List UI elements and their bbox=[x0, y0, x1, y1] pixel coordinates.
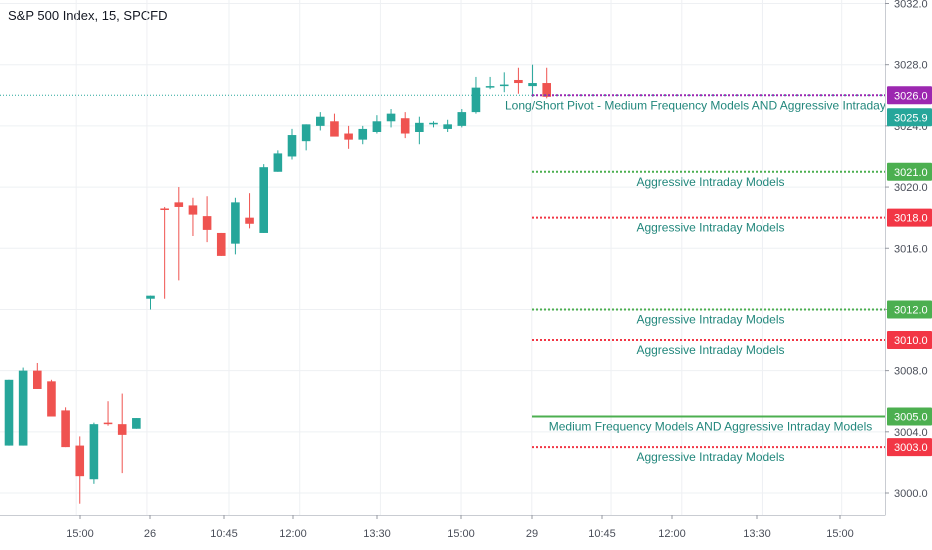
x-tick-label: 15:00 bbox=[447, 528, 475, 540]
level-annotation-3012.0: Aggressive Intraday Models bbox=[636, 312, 784, 326]
y-tick-label: 3032.0 bbox=[894, 0, 928, 11]
price-label-box-3005.0 bbox=[887, 407, 932, 426]
candle-body-5 bbox=[75, 445, 85, 477]
price-label-box-3025.9 bbox=[887, 108, 932, 127]
x-tick-label: 13:30 bbox=[743, 528, 771, 540]
candle-body-11 bbox=[160, 208, 169, 211]
price-label-3012.0: 3012.0 bbox=[894, 304, 928, 316]
candle-body-27 bbox=[386, 113, 396, 122]
price-label-3018.0: 3018.0 bbox=[894, 213, 928, 225]
price-label-3025.9: 3025.9 bbox=[894, 112, 928, 124]
candle-body-36 bbox=[514, 79, 523, 84]
candle-body-26 bbox=[372, 121, 382, 132]
candle-body-13 bbox=[188, 205, 198, 215]
candle-body-25 bbox=[358, 128, 368, 140]
candle-body-18 bbox=[259, 167, 268, 233]
x-tick-label: 10:45 bbox=[210, 528, 238, 540]
x-tick-label: 15:00 bbox=[826, 528, 854, 540]
candle-body-31 bbox=[443, 124, 452, 129]
candle-body-3 bbox=[47, 381, 56, 417]
level-annotation-3003.0: Aggressive Intraday Models bbox=[636, 450, 784, 464]
candle-body-29 bbox=[415, 122, 424, 132]
x-tick-label: 29 bbox=[526, 528, 538, 540]
x-tick-label: 13:30 bbox=[363, 528, 391, 540]
price-label-3010.0: 3010.0 bbox=[894, 335, 928, 347]
x-tick-label: 15:00 bbox=[66, 528, 94, 540]
candle-body-12 bbox=[174, 202, 184, 207]
candle-body-8 bbox=[117, 424, 127, 435]
x-tick-label: 12:00 bbox=[279, 528, 307, 540]
chart-title: S&P 500 Index, 15, SPCFD bbox=[8, 8, 168, 23]
price-label-3026.0: 3026.0 bbox=[894, 90, 928, 102]
candle-body-38 bbox=[542, 83, 551, 97]
level-annotation-3010.0: Aggressive Intraday Models bbox=[636, 343, 784, 357]
candle-body-32 bbox=[457, 112, 467, 126]
price-label-box-3012.0 bbox=[887, 300, 932, 319]
price-label-box-3026.0 bbox=[887, 86, 932, 105]
candle-body-19 bbox=[273, 153, 283, 172]
y-tick-label: 3000.0 bbox=[894, 488, 928, 500]
candle-body-2 bbox=[33, 370, 42, 389]
y-tick-label: 3016.0 bbox=[894, 243, 928, 255]
time-axis-panel bbox=[0, 515, 885, 550]
level-annotation-3018.0: Aggressive Intraday Models bbox=[636, 221, 784, 235]
y-tick-label: 3008.0 bbox=[894, 366, 928, 378]
candle-body-17 bbox=[245, 217, 254, 224]
candle-body-37 bbox=[528, 83, 537, 87]
y-tick-label: 3028.0 bbox=[894, 60, 928, 72]
candle-body-34 bbox=[485, 86, 495, 88]
candle-body-6 bbox=[89, 424, 99, 480]
candle-body-20 bbox=[287, 135, 297, 157]
price-label-3021.0: 3021.0 bbox=[894, 167, 928, 179]
candle-body-28 bbox=[400, 118, 410, 134]
level-annotation-3005.0: Medium Frequency Models AND Aggressive I… bbox=[549, 420, 872, 434]
price-axis-panel bbox=[885, 0, 932, 550]
y-tick-label: 3020.0 bbox=[894, 182, 928, 194]
candle-body-14 bbox=[202, 216, 212, 230]
candle-body-21 bbox=[301, 124, 311, 142]
price-label-box-3010.0 bbox=[887, 331, 932, 350]
candle-body-23 bbox=[330, 121, 339, 137]
level-annotation-3021.0: Aggressive Intraday Models bbox=[636, 175, 784, 189]
candle-body-10 bbox=[146, 295, 155, 299]
candle-body-22 bbox=[316, 116, 325, 126]
price-label-box-3003.0 bbox=[887, 438, 932, 457]
price-label-3005.0: 3005.0 bbox=[894, 412, 928, 424]
candle-body-35 bbox=[499, 84, 509, 87]
candle-body-1 bbox=[18, 370, 28, 446]
candle-body-7 bbox=[103, 422, 113, 425]
candle-body-4 bbox=[61, 410, 70, 448]
x-tick-label: 10:45 bbox=[588, 528, 616, 540]
candle-body-24 bbox=[344, 133, 353, 140]
x-tick-label: 12:00 bbox=[658, 528, 686, 540]
candle-body-0 bbox=[4, 379, 14, 446]
x-tick-label: 26 bbox=[144, 528, 156, 540]
candle-body-33 bbox=[471, 87, 481, 113]
price-label-box-3021.0 bbox=[887, 162, 932, 181]
y-tick-label: 3004.0 bbox=[894, 427, 928, 439]
candle-body-9 bbox=[132, 418, 141, 429]
candle-body-30 bbox=[429, 122, 438, 125]
price-label-box-3018.0 bbox=[887, 208, 932, 227]
price-label-3003.0: 3003.0 bbox=[894, 442, 928, 454]
candle-body-16 bbox=[231, 202, 240, 244]
candle-body-15 bbox=[216, 232, 226, 256]
level-annotation-3026.0: Long/Short Pivot - Medium Frequency Mode… bbox=[505, 98, 928, 112]
